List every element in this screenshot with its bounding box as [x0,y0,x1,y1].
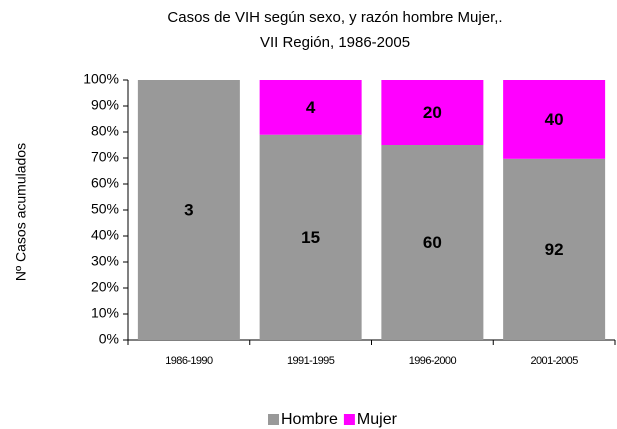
x-tick-label: 1991-1995 [287,355,335,367]
bar-segment [503,80,606,159]
y-tick-label: 100% [83,71,119,87]
data-label: 40 [545,110,564,129]
legend-label: Mujer [357,411,398,428]
y-tick-label: 80% [91,123,119,139]
y-axis-label: Nº Casos acumulados [13,143,29,281]
y-tick-label: 60% [91,175,119,191]
bar-segment [137,80,240,340]
y-tick-label: 50% [91,201,119,217]
bar-segment [381,80,484,145]
legend-label: Hombre [281,411,338,428]
y-tick-label: 0% [99,331,119,347]
legend-swatch [343,414,355,425]
y-tick-label: 20% [91,279,119,295]
data-label: 92 [545,240,564,259]
y-tick-label: 30% [91,253,119,269]
bar-segment [381,145,484,340]
legend-swatch [268,414,279,425]
data-label: 4 [306,98,316,117]
chart-title: Casos de VIH según sexo, y razón hombre … [167,9,502,26]
x-tick-label: 2001-2005 [531,355,579,367]
chart-title: VII Región, 1986-2005 [260,34,410,51]
x-tick-label: 1996-2000 [409,355,457,367]
data-label: 20 [423,103,442,122]
x-tick-label: 1986-1990 [165,355,213,367]
y-tick-label: 70% [91,149,119,165]
y-tick-label: 90% [91,97,119,113]
bar-segment [503,158,606,340]
data-label: 3 [184,200,193,219]
data-label: 15 [301,228,320,247]
y-tick-label: 40% [91,227,119,243]
data-label: 60 [423,233,442,252]
bar-segment [259,134,362,340]
bar-segment [259,80,362,135]
y-tick-label: 10% [91,305,119,321]
